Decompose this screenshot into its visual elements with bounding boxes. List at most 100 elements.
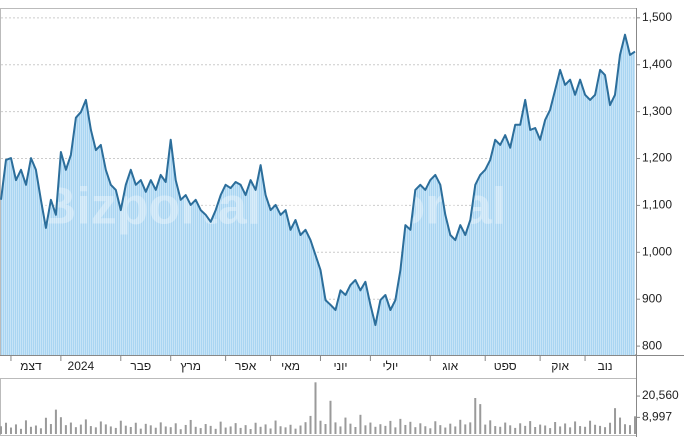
y-tick-label: 1,200 [642, 151, 672, 165]
volume-bar [184, 424, 187, 434]
volume-bar [99, 421, 102, 434]
x-tick-label: פבר [130, 359, 151, 373]
volume-bar [249, 429, 252, 434]
volume-bar [484, 424, 487, 434]
volume-bar [479, 404, 482, 434]
volume-bar [144, 423, 147, 434]
volume-bar [119, 420, 122, 434]
volume-bar [544, 425, 547, 434]
volume-bar [504, 422, 507, 434]
volume-bar [244, 425, 247, 434]
volume-bar [394, 427, 397, 434]
volume-bar [589, 420, 592, 434]
volume-bar [469, 422, 472, 434]
volume-bar [439, 425, 442, 434]
x-tick-label: יולי [383, 359, 399, 373]
volume-bar [609, 422, 612, 434]
y-tick-label: 800 [642, 338, 662, 352]
volume-bar [64, 425, 67, 434]
volume-bar [359, 414, 362, 434]
x-tick-label: יוני [333, 359, 347, 373]
volume-bar [139, 428, 142, 434]
volume-bar [4, 422, 7, 434]
volume-bar [629, 425, 632, 434]
volume-bar [179, 429, 182, 434]
volume-bar [429, 428, 432, 434]
volume-bar [599, 425, 602, 434]
volume-bar [409, 421, 412, 434]
volume-bar [274, 420, 277, 434]
x-tick-label: מאי [281, 359, 300, 373]
volume-bar [114, 427, 117, 434]
volume-bar [539, 424, 542, 434]
volume-bar [269, 428, 272, 434]
volume-bar [29, 426, 32, 434]
volume-bar [339, 426, 342, 434]
volume-bar [569, 427, 572, 434]
volume-bar [464, 424, 467, 434]
volume-bar [194, 426, 197, 434]
volume-bar [364, 425, 367, 434]
volume-bar [284, 427, 287, 434]
y-tick-label: 1,100 [642, 198, 672, 212]
volume-bar [214, 428, 217, 434]
volume-bar [84, 419, 87, 434]
volume-bar [199, 428, 202, 434]
x-tick-label: נוב [598, 359, 613, 373]
volume-bar [494, 426, 497, 434]
volume-bar [174, 423, 177, 434]
volume-bar [529, 421, 532, 434]
volume-bar [224, 427, 227, 434]
volume-bar [219, 421, 222, 434]
volume-bar [24, 420, 27, 434]
volume-bar [264, 424, 267, 434]
y-tick-label: 1,000 [642, 244, 672, 258]
volume-bar [109, 426, 112, 434]
volume-bar [374, 426, 377, 434]
volume-bar [449, 423, 452, 434]
volume-tick-label: 8,997 [642, 410, 672, 424]
volume-bar [349, 423, 352, 434]
volume-bar [124, 425, 127, 434]
x-tick-label: אוק [551, 359, 569, 373]
volume-bar [424, 426, 427, 434]
volume-bar [329, 400, 332, 434]
volume-bar [509, 425, 512, 434]
volume-bar [259, 426, 262, 434]
volume-bar [94, 427, 97, 434]
x-tick-label: דצמ [20, 359, 42, 373]
volume-bar [149, 425, 152, 434]
volume-bar [309, 415, 312, 434]
volume-bar [59, 417, 62, 434]
volume-bar [34, 425, 37, 434]
volume-bar [619, 417, 622, 434]
volume-bar [304, 422, 307, 434]
volume-bar [434, 421, 437, 434]
volume-bar [314, 382, 317, 434]
y-tick-label: 900 [642, 291, 662, 305]
volume-bar [19, 428, 22, 434]
volume-bar [129, 426, 132, 434]
volume-bar [229, 426, 232, 434]
volume-bar [604, 427, 607, 434]
volume-bar [254, 422, 257, 434]
volume-bar [594, 424, 597, 434]
volume-bar [49, 424, 52, 434]
volume-bar [454, 426, 457, 434]
volume-bar [379, 424, 382, 434]
volume-bar [234, 423, 237, 434]
volume-bar [89, 426, 92, 434]
volume-bar [324, 424, 327, 434]
volume-bar [294, 428, 297, 434]
volume-bar [419, 423, 422, 434]
volume-bar [189, 419, 192, 434]
volume-bar [584, 426, 587, 434]
volume-bar [524, 425, 527, 434]
volume-bar [474, 398, 477, 434]
volume-bar [289, 424, 292, 434]
volume-bar [414, 427, 417, 434]
x-tick-label: מרץ [180, 359, 201, 373]
volume-bar [459, 419, 462, 434]
volume-bar [554, 422, 557, 434]
